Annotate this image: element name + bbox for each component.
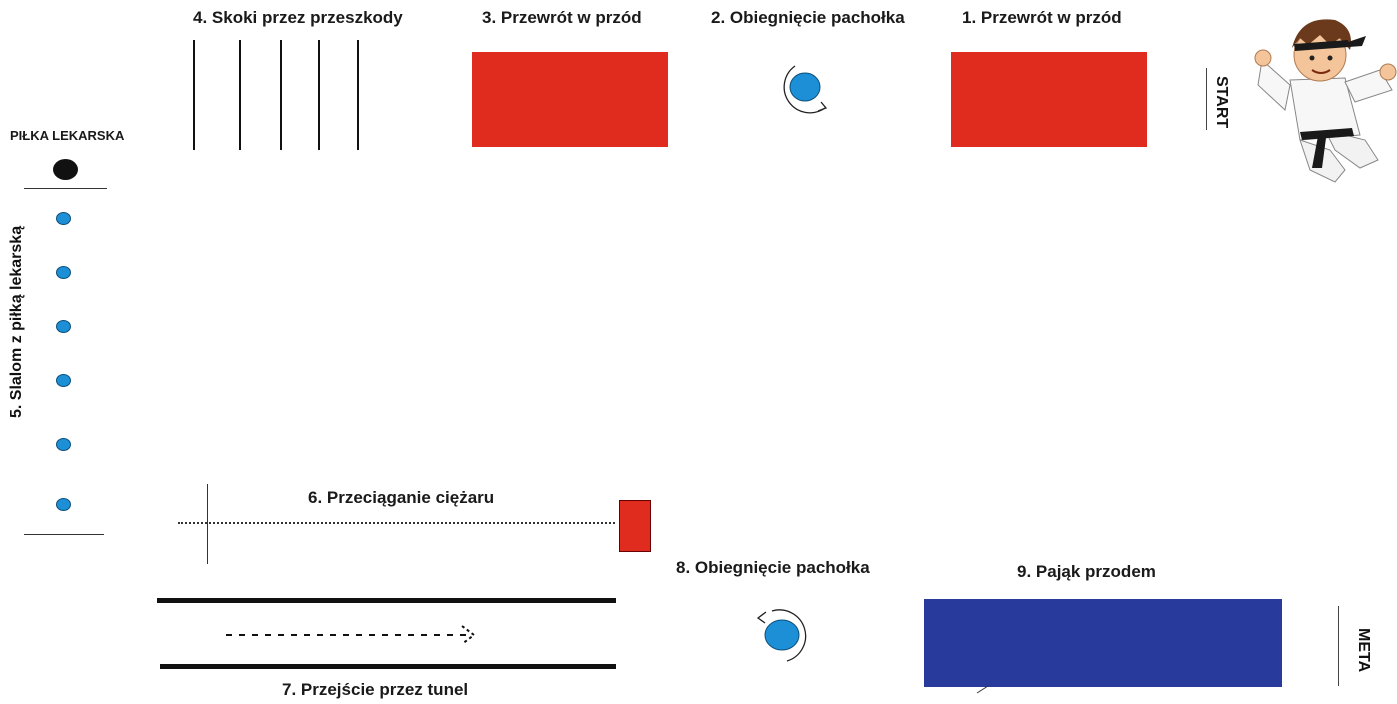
cone-icon	[56, 438, 71, 451]
hurdle	[318, 40, 320, 150]
medicine-ball-icon	[53, 159, 78, 180]
cone-icon	[56, 266, 71, 279]
medicine-ball-label: PIŁKA LEKARSKA	[10, 128, 125, 143]
cone-icon	[56, 212, 71, 225]
station-6-label: 6. Przeciąganie ciężaru	[308, 488, 495, 507]
meta-line	[1338, 606, 1339, 686]
start-line	[1206, 68, 1207, 130]
hurdle	[239, 40, 241, 150]
cone-icon	[56, 498, 71, 511]
station-4-label: 4. Skoki przez przeszkody	[193, 8, 403, 27]
station-1-label: 1. Przewrót w przód	[962, 8, 1122, 27]
station-7-label: 7. Przejście przez tunel	[282, 680, 469, 699]
slalom-bottom-line	[24, 534, 104, 535]
hurdle	[193, 40, 195, 150]
mat-station-1	[951, 52, 1147, 147]
tunnel-top-wall	[157, 598, 616, 603]
meta-label: META	[1355, 628, 1372, 673]
cone-icon	[56, 320, 71, 333]
pull-start-line	[207, 484, 208, 564]
station-2-label: 2. Obiegnięcie pachołka	[711, 8, 905, 27]
mat-station-3	[472, 52, 668, 147]
hurdle	[280, 40, 282, 150]
mat-station-9	[924, 599, 1282, 687]
station-9-label: 9. Pająk przodem	[1017, 562, 1156, 581]
hurdle	[357, 40, 359, 150]
slalom-top-line	[24, 188, 107, 189]
pull-path	[178, 522, 615, 524]
station-8-label: 8. Obiegnięcie pachołka	[676, 558, 870, 577]
station-3-label: 3. Przewrót w przód	[482, 8, 642, 27]
weight-block	[619, 500, 651, 552]
tunnel-bottom-wall	[160, 664, 616, 669]
cone-icon	[56, 374, 71, 387]
